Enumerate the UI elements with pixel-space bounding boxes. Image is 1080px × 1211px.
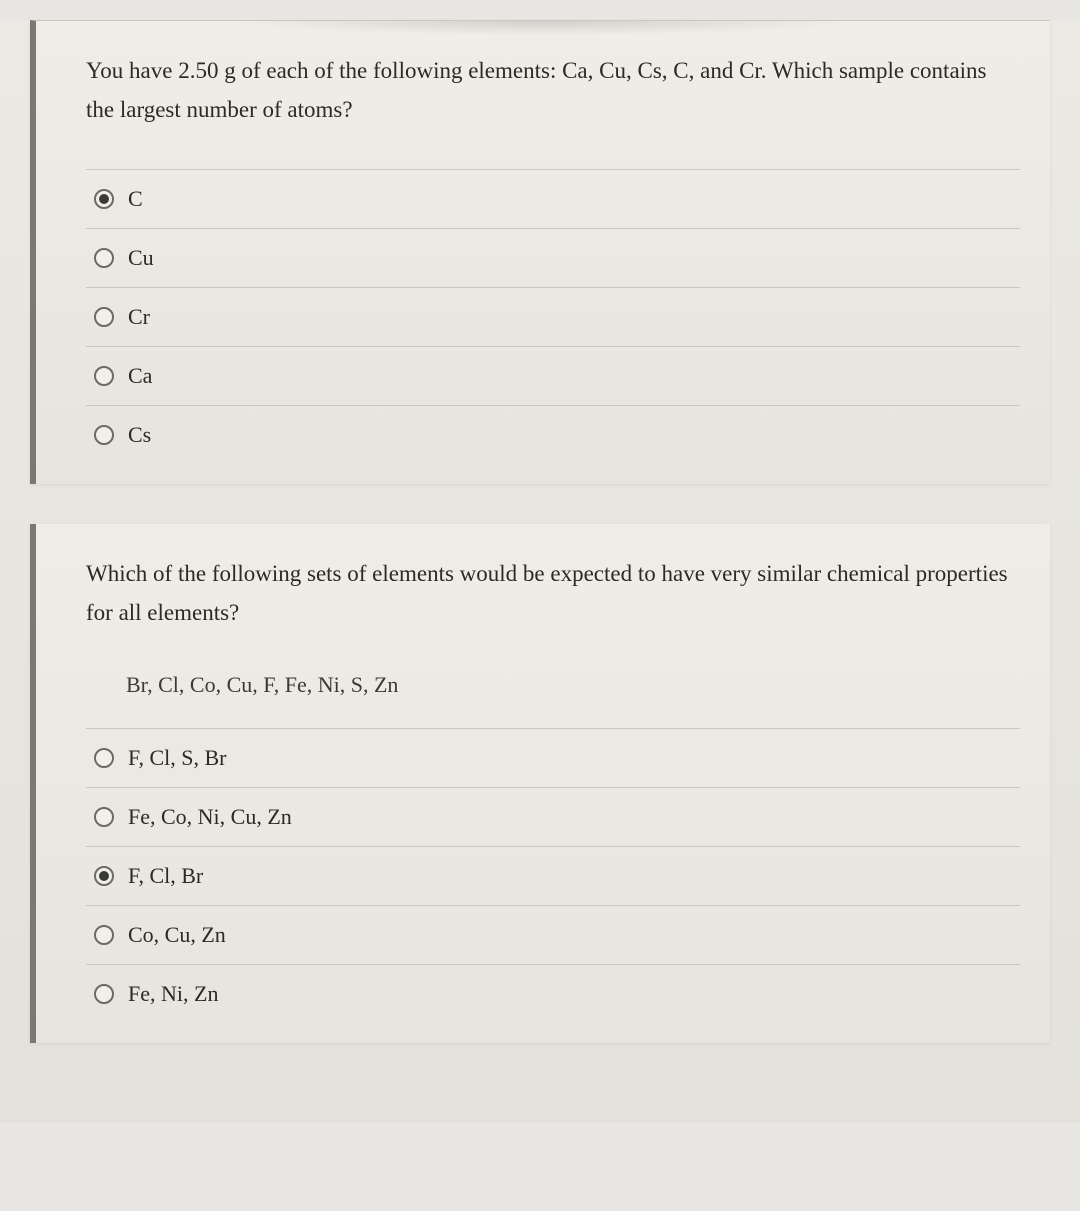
option-c[interactable]: C — [86, 170, 1020, 229]
notch-shadow — [233, 21, 853, 35]
option-cs[interactable]: Cs — [86, 406, 1020, 464]
question-block: Which of the following sets of elements … — [30, 524, 1050, 1043]
radio-icon — [94, 925, 114, 945]
question-block: You have 2.50 g of each of the following… — [30, 20, 1050, 484]
option-label: Cu — [128, 245, 154, 271]
option-label: Co, Cu, Zn — [128, 922, 226, 948]
radio-icon — [94, 984, 114, 1004]
option-f-cl-br[interactable]: F, Cl, Br — [86, 847, 1020, 906]
options-group: C Cu Cr Ca Cs — [86, 169, 1020, 464]
option-label: Cs — [128, 422, 151, 448]
option-ca[interactable]: Ca — [86, 347, 1020, 406]
radio-icon — [94, 425, 114, 445]
radio-icon — [94, 807, 114, 827]
option-f-cl-s-br[interactable]: F, Cl, S, Br — [86, 729, 1020, 788]
option-label: Cr — [128, 304, 150, 330]
radio-icon — [94, 189, 114, 209]
option-label: F, Cl, S, Br — [128, 745, 227, 771]
radio-icon — [94, 866, 114, 886]
option-fe-co-ni-cu-zn[interactable]: Fe, Co, Ni, Cu, Zn — [86, 788, 1020, 847]
option-label: C — [128, 186, 143, 212]
option-cr[interactable]: Cr — [86, 288, 1020, 347]
options-group: F, Cl, S, Br Fe, Co, Ni, Cu, Zn F, Cl, B… — [86, 728, 1020, 1023]
question-prompt: Which of the following sets of elements … — [86, 554, 1020, 632]
option-fe-ni-zn[interactable]: Fe, Ni, Zn — [86, 965, 1020, 1023]
option-label: Fe, Co, Ni, Cu, Zn — [128, 804, 292, 830]
quiz-page: You have 2.50 g of each of the following… — [0, 20, 1080, 1123]
option-co-cu-zn[interactable]: Co, Cu, Zn — [86, 906, 1020, 965]
option-label: F, Cl, Br — [128, 863, 203, 889]
option-cu[interactable]: Cu — [86, 229, 1020, 288]
question-prompt: You have 2.50 g of each of the following… — [86, 51, 1020, 129]
radio-icon — [94, 248, 114, 268]
radio-icon — [94, 366, 114, 386]
radio-icon — [94, 748, 114, 768]
question-subtext: Br, Cl, Co, Cu, F, Fe, Ni, S, Zn — [126, 672, 1020, 698]
radio-icon — [94, 307, 114, 327]
option-label: Fe, Ni, Zn — [128, 981, 218, 1007]
option-label: Ca — [128, 363, 152, 389]
